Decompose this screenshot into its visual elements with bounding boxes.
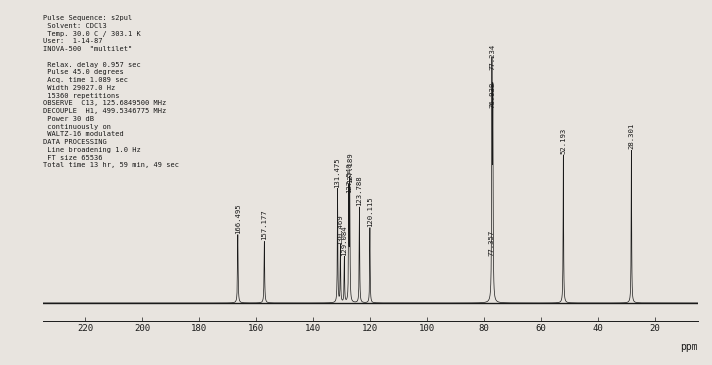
Text: 77.234: 77.234 (489, 43, 495, 69)
Text: 127.540: 127.540 (346, 162, 352, 192)
Text: 123.788: 123.788 (357, 176, 362, 206)
Text: 131.475: 131.475 (335, 157, 340, 188)
Text: 129.084: 129.084 (341, 226, 347, 256)
Text: ppm: ppm (680, 342, 698, 352)
Text: 28.301: 28.301 (629, 123, 634, 149)
Text: Pulse Sequence: s2pul
 Solvent: CDCl3
 Temp. 30.0 C / 303.1 K
User:  1-14-87
INO: Pulse Sequence: s2pul Solvent: CDCl3 Tem… (43, 15, 179, 169)
Text: 76.938: 76.938 (490, 82, 496, 108)
Text: 157.177: 157.177 (261, 210, 268, 240)
Text: 130.469: 130.469 (337, 214, 343, 245)
Text: 166.495: 166.495 (235, 203, 241, 234)
Text: 120.115: 120.115 (367, 196, 373, 227)
Text: 77.357: 77.357 (488, 230, 495, 256)
Text: 127.189: 127.189 (347, 153, 352, 183)
Text: 52.193: 52.193 (560, 127, 566, 154)
